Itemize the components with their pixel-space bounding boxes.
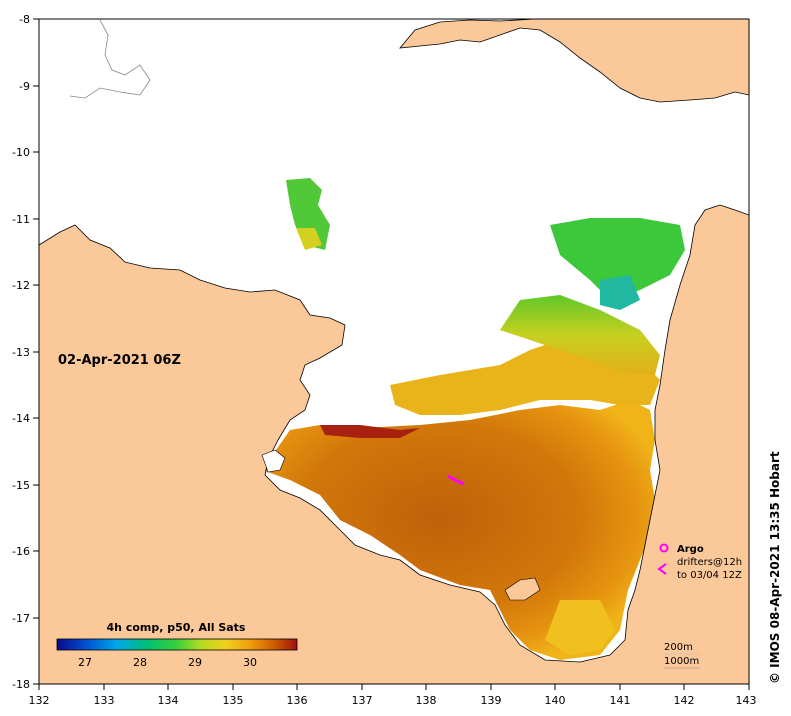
x-tick-label: 136 [287, 694, 308, 707]
y-tick-label: -15 [12, 479, 30, 492]
x-tick-label: 137 [352, 694, 373, 707]
drifters-label: drifters@12h [677, 557, 742, 568]
isobath-1000-label: 1000m [664, 656, 699, 667]
argo-legend: Argo drifters@12h to 03/04 12Z [657, 543, 742, 581]
land-northern-territory [39, 204, 749, 684]
x-tick-label: 143 [736, 694, 757, 707]
y-tick-label: -9 [19, 80, 30, 93]
isobath-200-label: 200m [664, 642, 693, 653]
sst-field-gulf [262, 400, 655, 660]
sst-field-nw-2 [296, 228, 322, 250]
y-tick-label: -17 [12, 612, 30, 625]
sst-field-se [545, 600, 615, 655]
y-tick-label: -12 [12, 279, 30, 292]
argo-icon [659, 543, 669, 553]
x-tick-label: 134 [158, 694, 179, 707]
y-tick-label: -10 [12, 146, 30, 159]
sst-field-cape-york-2 [600, 275, 640, 310]
y-tick-label: -16 [12, 545, 30, 558]
land-groote-eylandt [261, 449, 286, 473]
colorbar-tick: 30 [243, 656, 257, 669]
land-mornington-island [504, 577, 541, 601]
x-tick-label: 135 [223, 694, 244, 707]
x-tick-label: 133 [94, 694, 115, 707]
x-tick-label: 140 [545, 694, 566, 707]
y-tick-label: -8 [19, 13, 30, 26]
coastline-islands [69, 19, 151, 99]
x-tick-label: 141 [610, 694, 631, 707]
y-tick-label: -11 [12, 213, 30, 226]
y-tick-label: -14 [12, 412, 30, 425]
colorbar-tick: 29 [188, 656, 202, 669]
sst-field-cape-york [550, 218, 685, 300]
colorbar-title: 4h comp, p50, All Sats [107, 621, 246, 634]
credit-text: © IMOS 08-Apr-2021 13:35 Hobart [768, 451, 782, 684]
sst-field-warm-band [320, 425, 420, 438]
x-tick-label: 138 [416, 694, 437, 707]
drifters-date: to 03/04 12Z [677, 570, 742, 581]
colorbar [56, 638, 298, 651]
x-tick-label: 142 [674, 694, 695, 707]
land-new-guinea [399, 19, 749, 103]
argo-label: Argo [677, 544, 704, 555]
colorbar-tick: 28 [133, 656, 147, 669]
x-tick-label: 139 [481, 694, 502, 707]
drifter-track [447, 474, 465, 486]
y-tick-label: -18 [12, 678, 30, 691]
x-tick-label: 132 [29, 694, 50, 707]
date-label: 02-Apr-2021 06Z [58, 353, 181, 368]
sst-field-north-patch [500, 295, 660, 375]
sst-field-nw [286, 178, 330, 250]
y-tick-label: -13 [12, 346, 30, 359]
drifter-arrow-icon [657, 563, 667, 575]
colorbar-tick: 27 [78, 656, 92, 669]
